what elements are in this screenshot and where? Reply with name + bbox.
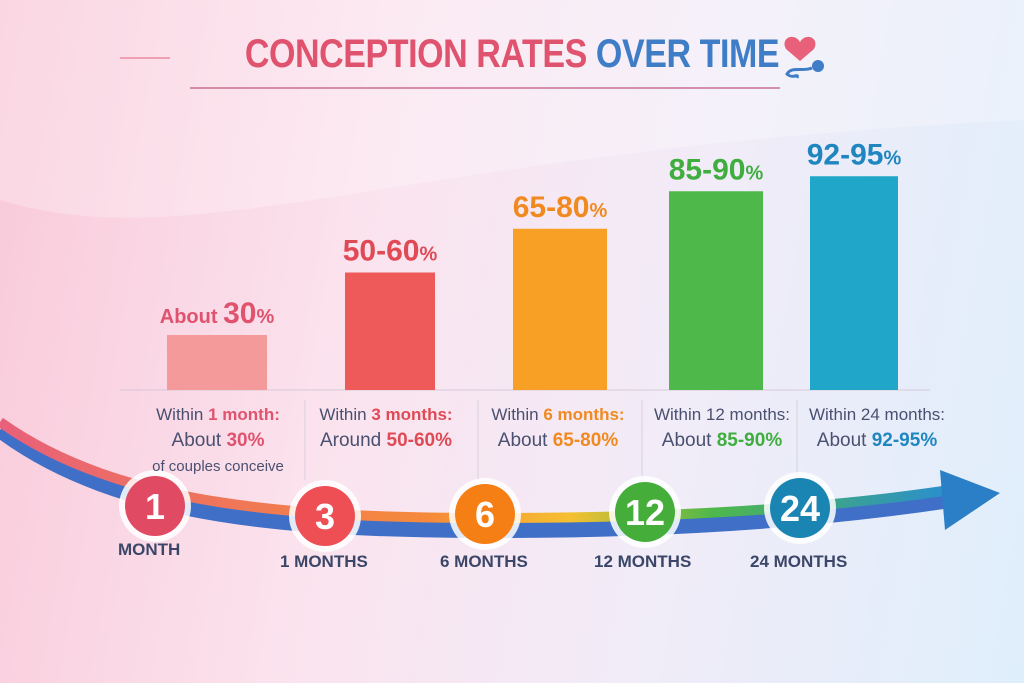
bar-value-label: About 30%: [160, 297, 275, 330]
title-part2: OVER TIME: [595, 32, 780, 76]
bar: [810, 176, 898, 390]
timeline-label: 6 MONTHS: [440, 552, 528, 571]
timeline-marker: 1: [119, 470, 191, 542]
title-part1: CONCEPTION RATES: [244, 32, 587, 76]
period-description: Within 1 month: About 30% of couples conce…: [152, 405, 284, 475]
background-wave: [0, 0, 1024, 218]
timeline-marker: 6: [449, 478, 521, 550]
timeline-label: MONTH: [118, 540, 181, 559]
bar-value-label: 85-90%: [669, 153, 764, 186]
period-description: Within 12 months: About 85-90%: [653, 405, 791, 451]
timeline-label: 24 MONTHS: [750, 552, 848, 571]
bar-value-label: 92-95%: [807, 138, 902, 171]
bar-value-label: 65-80%: [513, 191, 608, 224]
svg-text:24: 24: [780, 488, 820, 529]
bar-value-label: 50-60%: [343, 235, 438, 268]
svg-text:3: 3: [315, 496, 335, 537]
svg-text:12: 12: [625, 492, 665, 533]
period-description: Within 3 months: Around 50-60%: [319, 405, 453, 451]
timeline-label: 1 MONTHS: [280, 552, 368, 571]
timeline-marker: 12: [609, 476, 681, 548]
timeline-marker: 3: [289, 480, 361, 552]
divider-lines: [304, 400, 798, 480]
bar: [513, 228, 607, 390]
heart-sperm-icon: [784, 36, 824, 79]
bar: [345, 272, 435, 390]
period-description: Within 6 months: About 65-80%: [491, 405, 625, 451]
svg-text:1: 1: [145, 486, 165, 527]
arrow-head-icon: [940, 470, 1000, 530]
bar: [167, 335, 267, 390]
svg-text:6: 6: [475, 494, 495, 535]
timeline-marker: 24: [764, 472, 836, 544]
timeline-label: 12 MONTHS: [594, 552, 692, 571]
page-title: CONCEPTION RATES OVER TIME: [77, 32, 947, 77]
period-description: Within 24 months: About 92-95%: [808, 405, 946, 451]
bar: [669, 191, 763, 390]
